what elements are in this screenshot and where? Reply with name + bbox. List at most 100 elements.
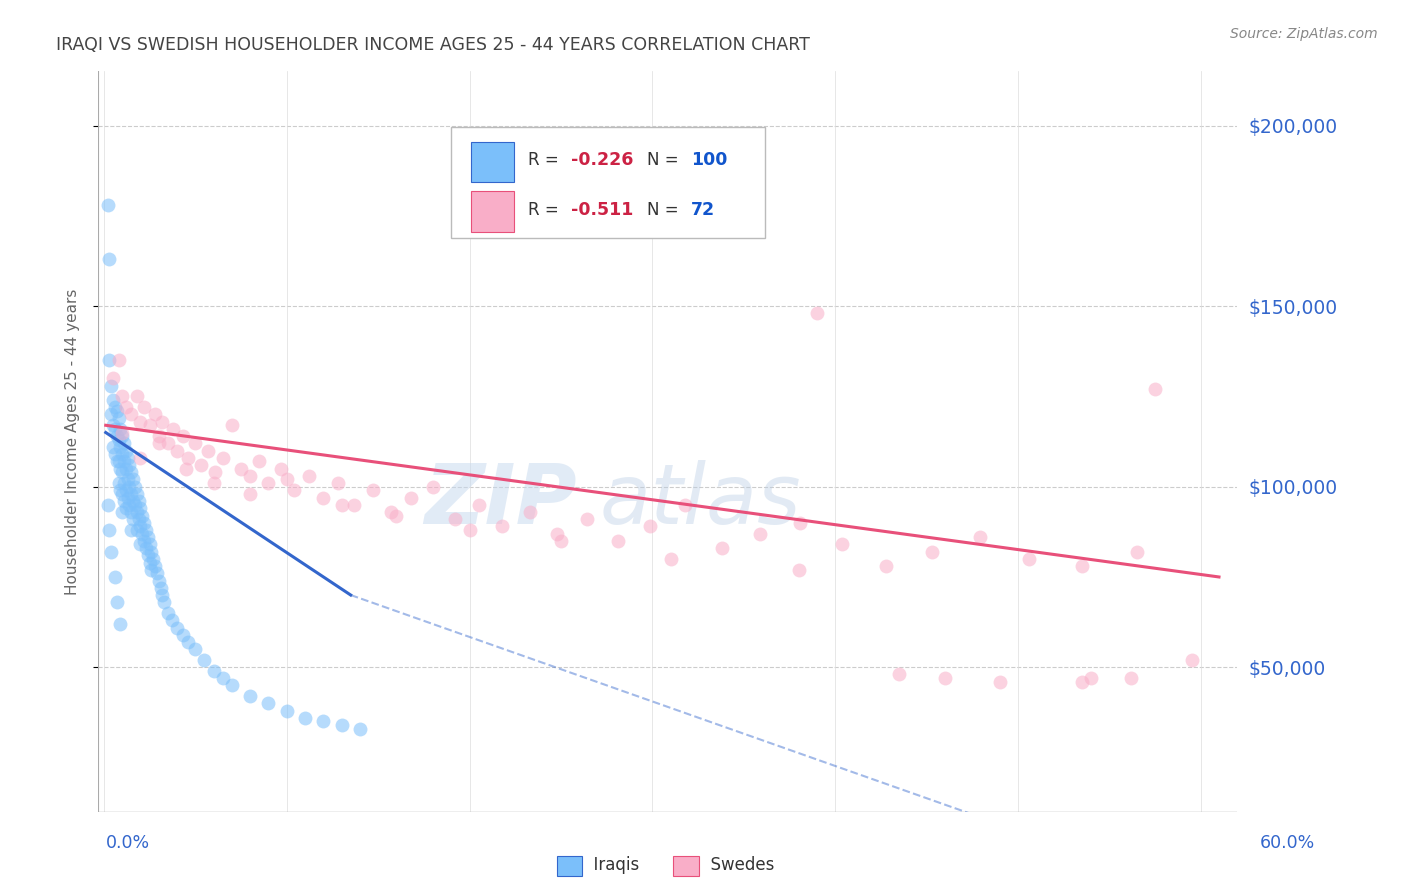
Point [111, 447, 134, 461]
Point [361, 483, 384, 498]
Text: ZIP: ZIP [425, 460, 576, 541]
Point [112, 454, 135, 468]
Point [112, 436, 135, 450]
Text: R =: R = [527, 151, 564, 169]
Point [606, 533, 628, 548]
Point [136, 549, 159, 563]
Point [107, 454, 129, 468]
Point [519, 505, 541, 519]
Point [98, 523, 121, 537]
Point [142, 552, 165, 566]
Point [117, 450, 139, 465]
Point [152, 588, 174, 602]
Point [107, 411, 129, 425]
Point [546, 526, 568, 541]
Point [129, 450, 152, 465]
Point [105, 429, 128, 443]
Point [143, 408, 166, 422]
Point [148, 436, 170, 450]
Text: 100: 100 [690, 151, 727, 169]
Point [110, 422, 132, 436]
Point [138, 418, 160, 433]
Point [1070, 559, 1092, 574]
Point [257, 697, 280, 711]
Point [385, 508, 408, 523]
Point [283, 483, 305, 498]
Point [134, 533, 156, 548]
Point [312, 714, 335, 729]
Point [100, 378, 122, 392]
Point [117, 491, 139, 505]
Point [380, 505, 402, 519]
Point [184, 642, 207, 657]
Point [104, 422, 127, 436]
Point [125, 389, 148, 403]
Text: IRAQI VS SWEDISH HOUSEHOLDER INCOME AGES 25 - 44 YEARS CORRELATION CHART: IRAQI VS SWEDISH HOUSEHOLDER INCOME AGES… [56, 36, 810, 54]
Point [125, 523, 148, 537]
Bar [471, 191, 515, 232]
Point [177, 450, 200, 465]
Point [153, 595, 176, 609]
Point [120, 523, 142, 537]
Point [112, 494, 135, 508]
Point [806, 306, 828, 320]
Point [100, 544, 122, 558]
Point [659, 552, 682, 566]
Point [247, 454, 270, 468]
Point [193, 653, 215, 667]
Point [124, 498, 146, 512]
Point [110, 440, 132, 454]
Point [789, 516, 811, 530]
Point [211, 671, 233, 685]
Point [129, 501, 152, 516]
Point [174, 461, 197, 475]
Point [875, 559, 897, 574]
Point [105, 404, 128, 418]
Point [110, 616, 132, 631]
Point [1180, 653, 1202, 667]
Point [1080, 671, 1102, 685]
Point [115, 401, 138, 415]
Point [172, 628, 194, 642]
Text: N =: N = [647, 201, 685, 219]
Point [120, 505, 142, 519]
Point [257, 476, 280, 491]
Point [831, 537, 853, 551]
Text: 0.0%: 0.0% [105, 834, 149, 852]
Point [101, 418, 124, 433]
Point [202, 476, 225, 491]
Point [673, 498, 696, 512]
Point [1143, 382, 1166, 396]
Point [491, 519, 513, 533]
Point [152, 415, 174, 429]
Point [118, 480, 141, 494]
Point [118, 458, 141, 472]
Point [156, 606, 179, 620]
Point [101, 392, 124, 407]
Point [111, 487, 134, 501]
Point [276, 704, 298, 718]
Point [239, 468, 262, 483]
Point [166, 443, 188, 458]
Point [156, 436, 179, 450]
Point [148, 574, 170, 588]
Point [107, 476, 129, 491]
Point [104, 401, 127, 415]
Point [120, 408, 142, 422]
Point [458, 523, 481, 537]
Point [221, 678, 243, 692]
Point [211, 450, 233, 465]
Point [124, 480, 146, 494]
Point [122, 512, 145, 526]
Point [239, 689, 262, 703]
Text: -0.511: -0.511 [571, 201, 634, 219]
Point [934, 671, 956, 685]
Point [125, 505, 148, 519]
Point [129, 519, 152, 533]
Point [787, 563, 810, 577]
Point [115, 443, 138, 458]
Point [131, 526, 153, 541]
Point [129, 537, 152, 551]
Point [105, 595, 128, 609]
Point [118, 498, 141, 512]
